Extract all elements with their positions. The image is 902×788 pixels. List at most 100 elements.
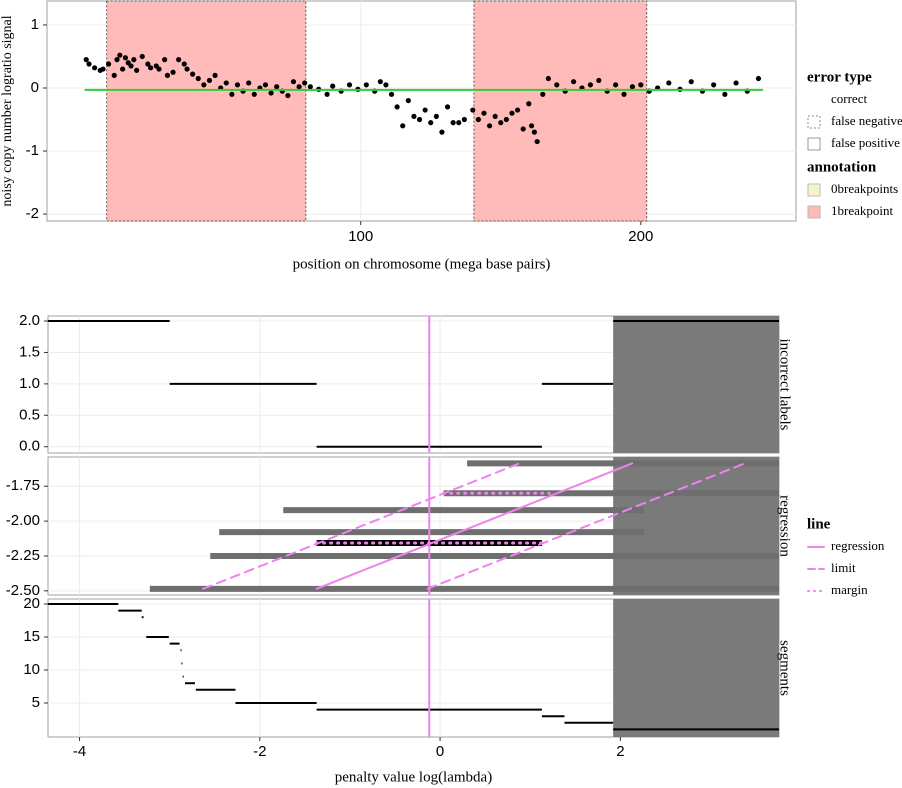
data-point bbox=[444, 104, 451, 110]
data-point bbox=[212, 72, 218, 78]
legend-key bbox=[807, 205, 821, 219]
data-point bbox=[528, 123, 535, 129]
data-point bbox=[290, 79, 297, 85]
data-point bbox=[416, 116, 423, 123]
data-point bbox=[86, 61, 92, 67]
data-point bbox=[383, 82, 389, 88]
y-axis-title: noisy copy number logratio signal bbox=[0, 15, 15, 206]
data-point bbox=[526, 101, 532, 107]
data-point bbox=[184, 66, 190, 72]
y-tick-label: 5 bbox=[32, 694, 40, 711]
data-point bbox=[439, 129, 445, 135]
legend-label: margin bbox=[831, 582, 868, 597]
legend-label: correct bbox=[831, 91, 867, 106]
data-point bbox=[377, 79, 383, 85]
y-tick-label: 1.5 bbox=[19, 343, 40, 360]
strip-label: segments bbox=[777, 640, 793, 696]
data-point bbox=[346, 82, 353, 88]
x-tick-label: 200 bbox=[628, 228, 653, 245]
data-point bbox=[363, 82, 369, 88]
data-point bbox=[156, 66, 162, 72]
data-point bbox=[106, 61, 112, 67]
data-point bbox=[514, 107, 521, 113]
y-tick-label: 10 bbox=[23, 661, 40, 678]
y-tick-label: 0.5 bbox=[19, 406, 40, 423]
legend-label: false negative bbox=[831, 113, 902, 128]
data-point bbox=[251, 91, 257, 97]
data-point bbox=[475, 116, 481, 123]
data-point bbox=[262, 82, 269, 88]
data-point bbox=[229, 91, 235, 97]
data-point bbox=[428, 120, 434, 126]
data-point bbox=[433, 113, 439, 119]
x-axis-title: position on chromosome (mega base pairs) bbox=[293, 256, 551, 272]
data-point bbox=[162, 57, 168, 63]
data-point bbox=[503, 116, 509, 123]
y-tick-label: 2.0 bbox=[19, 312, 40, 329]
data-point bbox=[596, 77, 602, 84]
y-tick-label: -1.75 bbox=[6, 477, 40, 494]
data-point bbox=[206, 77, 213, 84]
y-tick-label: -2 bbox=[26, 205, 39, 222]
data-point bbox=[711, 82, 717, 88]
x-tick-label: 2 bbox=[616, 743, 624, 760]
legend-title: line bbox=[807, 516, 831, 532]
legend-key bbox=[808, 94, 820, 106]
data-point bbox=[450, 120, 456, 126]
y-tick-label: 0 bbox=[31, 79, 39, 96]
data-point bbox=[83, 57, 89, 63]
data-point bbox=[145, 61, 151, 67]
data-point bbox=[540, 91, 546, 97]
strip-label: regression bbox=[777, 495, 793, 557]
legend-key bbox=[807, 137, 821, 151]
data-point bbox=[234, 82, 241, 88]
data-point bbox=[246, 80, 252, 86]
data-point bbox=[688, 79, 694, 85]
data-point bbox=[722, 91, 728, 97]
y-tick-label: -2.00 bbox=[6, 512, 40, 529]
data-point bbox=[388, 91, 395, 97]
data-point bbox=[296, 84, 302, 90]
data-point bbox=[134, 67, 140, 73]
data-point bbox=[456, 120, 462, 126]
data-point bbox=[128, 63, 134, 69]
data-point bbox=[481, 110, 487, 116]
data-point bbox=[117, 52, 123, 58]
data-point bbox=[666, 80, 672, 86]
x-tick-label: 100 bbox=[348, 228, 373, 245]
data-point bbox=[201, 82, 207, 88]
legend-label: 1breakpoint bbox=[831, 203, 893, 218]
x-tick-label: -2 bbox=[253, 743, 266, 760]
x-axis-title: penalty value log(lambda) bbox=[335, 769, 492, 785]
data-point bbox=[330, 83, 336, 89]
annotation-region bbox=[106, 0, 307, 222]
data-point bbox=[92, 65, 98, 71]
data-point bbox=[509, 110, 515, 116]
y-tick-label: -1 bbox=[26, 142, 39, 159]
data-point bbox=[629, 84, 636, 90]
data-point bbox=[587, 82, 594, 88]
data-point bbox=[755, 75, 762, 82]
y-tick-label: -2.50 bbox=[6, 582, 40, 599]
y-tick-label: 0.0 bbox=[19, 438, 40, 455]
data-point bbox=[638, 82, 644, 88]
data-point bbox=[285, 92, 291, 99]
y-tick-label: -2.25 bbox=[6, 547, 40, 564]
y-tick-label: 1.0 bbox=[19, 375, 40, 392]
data-point bbox=[470, 107, 476, 113]
data-point bbox=[400, 123, 406, 129]
legend-label: limit bbox=[831, 560, 856, 575]
x-tick-label: 0 bbox=[436, 743, 444, 760]
legend-title: error type bbox=[807, 69, 872, 85]
data-point bbox=[733, 80, 739, 86]
data-point bbox=[531, 129, 537, 135]
data-point bbox=[268, 90, 274, 96]
data-point bbox=[274, 84, 280, 90]
data-point bbox=[148, 65, 154, 71]
line-limit bbox=[202, 462, 746, 590]
data-point bbox=[621, 91, 627, 97]
data-point bbox=[139, 53, 145, 60]
data-point bbox=[195, 75, 201, 82]
data-point bbox=[120, 66, 126, 72]
